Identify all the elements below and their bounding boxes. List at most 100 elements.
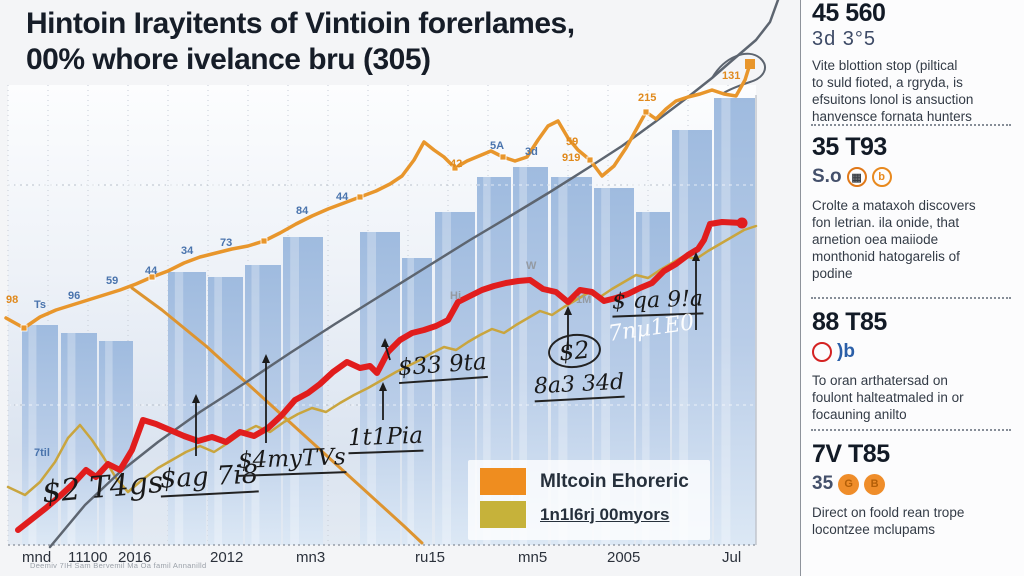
bar-highlight xyxy=(558,177,568,545)
stat-text-line: foulont halteatmaled in or xyxy=(812,390,964,405)
legend-item-link-label[interactable]: 1n1l6rj 00myors xyxy=(540,504,670,524)
stat-text-line: arnetion oea maiiode xyxy=(812,232,939,247)
stat-text-line: Vite blottion stop (piltical xyxy=(812,58,958,73)
stat-text-line: efsuitons lonol is ansuction xyxy=(812,92,974,107)
stat-glyph-icon: 35 xyxy=(812,473,834,494)
stat-text-line: To oran arthatersad on xyxy=(812,373,948,388)
point-label: 5A xyxy=(490,140,505,152)
x-axis-label: 2016 xyxy=(118,549,152,566)
stat-text-line: podine xyxy=(812,266,853,281)
stat-text-line: fon letrian. ila onide, that xyxy=(812,215,960,230)
series-marker xyxy=(356,193,364,201)
stat-glyph-icon: S.o xyxy=(812,166,842,187)
annotation-arrow-head xyxy=(692,252,700,261)
chart-canvas xyxy=(4,0,780,549)
stat-description: To oran arthatersad on foulont halteatmal… xyxy=(812,372,1016,423)
bar xyxy=(283,237,323,545)
dotted-divider xyxy=(811,297,1011,299)
point-label: 215 xyxy=(638,92,657,104)
stat-text-line: monthonid hatogarelis of xyxy=(812,249,960,264)
bar-highlight xyxy=(28,325,37,545)
series-marker xyxy=(586,156,594,164)
x-axis-label: 2005 xyxy=(607,549,641,566)
series-marker xyxy=(260,237,268,245)
bar xyxy=(714,98,755,545)
bar xyxy=(208,277,243,545)
stat-text-line: to suld fioted, a rgryda, is xyxy=(812,75,963,90)
stat-icon-row: )b xyxy=(812,338,1016,366)
stat-value: 45 560 xyxy=(812,0,886,27)
annotation: $33 9ta xyxy=(397,348,488,385)
annotation-arrow-head xyxy=(564,306,572,315)
stat-text-line: focauning anilto xyxy=(812,407,907,422)
dotted-divider xyxy=(811,429,1011,431)
footnote-source: Deemiv 7IH Sam Bervemil Ma Oa famil Anna… xyxy=(30,561,207,570)
stat-disc-icon: B xyxy=(864,473,886,495)
stat-text-line: locontzee mclupams xyxy=(812,522,936,537)
point-label: 84 xyxy=(296,205,309,217)
legend-item[interactable]: 1n1l6rj 00myors xyxy=(480,501,710,528)
stat-block: 45 560 3d 3°5 Vite blottion stop (piltical… xyxy=(812,0,1016,125)
bar xyxy=(99,341,133,545)
series-marker xyxy=(642,108,650,116)
point-label: 44 xyxy=(145,265,158,277)
legend: Mltcoin Ehoreric 1n1l6rj 00myors xyxy=(468,460,710,540)
stat-description: Direct on foold rean trope locontzee mclu… xyxy=(812,504,1016,538)
x-axis-label: mn3 xyxy=(296,549,326,566)
stat-ring-icon: b xyxy=(871,167,892,187)
x-axis-label: 2012 xyxy=(210,549,244,566)
stat-icon-row: 35 G B xyxy=(812,470,1016,498)
bar-highlight xyxy=(442,212,451,545)
bar-highlight xyxy=(483,177,491,545)
annotation-arrow-head xyxy=(192,394,200,403)
series-marker xyxy=(499,153,507,161)
stat-subvalue: 3d 3°5 xyxy=(812,28,877,50)
point-label: 1M xyxy=(576,294,592,306)
bar-highlight xyxy=(601,188,610,545)
x-axis-label: 11100 xyxy=(68,549,108,566)
legend-color-swatch-icon xyxy=(480,468,526,495)
stat-text-line: Direct on foold rean trope xyxy=(812,505,965,520)
series-marker xyxy=(451,164,459,172)
stat-value: 7V T85 xyxy=(812,440,890,468)
dotted-divider xyxy=(811,124,1011,126)
annotation: 8a3 34d xyxy=(533,369,625,403)
stat-text-line: hanvensce fornata hunters xyxy=(812,109,972,124)
x-axis-label: ru15 xyxy=(415,549,446,566)
point-label: W xyxy=(526,260,537,272)
bar-highlight xyxy=(519,167,527,545)
series-loop xyxy=(711,52,766,95)
series-marker xyxy=(148,273,156,281)
point-label: 44 xyxy=(336,191,349,203)
point-label: 131 xyxy=(722,70,741,82)
bar-highlight xyxy=(214,277,222,545)
point-label: 96 xyxy=(68,290,81,302)
point-label: 73 xyxy=(220,237,233,249)
point-label: 919 xyxy=(562,152,581,164)
series-end-dot xyxy=(736,217,748,229)
stat-description: Crolte a mataxoh discovers fon letrian. i… xyxy=(812,197,1016,282)
series-line-1n1l6rj-00myors xyxy=(6,224,758,497)
legend-color-swatch-icon xyxy=(480,501,526,528)
stats-sidebar: 45 560 3d 3°5 Vite blottion stop (piltical… xyxy=(800,0,1024,576)
x-axis-label: mn5 xyxy=(518,549,548,566)
stat-value: 88 T85 xyxy=(812,308,887,336)
series-line-Mltcoin-Ehoreric xyxy=(4,62,752,330)
bar-highlight xyxy=(367,232,376,545)
stat-block: 35 T93 S.o ▦ b Crolte a mataxoh discovers fon… xyxy=(812,134,1016,282)
stat-icon-row: S.o ▦ b xyxy=(812,163,1016,191)
annotation: 1t1Pia xyxy=(347,422,424,455)
page-title: Hintoin Irayitents of Vintioin forerlame… xyxy=(26,6,686,78)
page-title-line1: Hintoin Irayitents of Vintioin forerlame… xyxy=(26,7,575,40)
bar-highlight xyxy=(642,212,650,545)
point-label: Hi xyxy=(450,290,461,302)
bar-highlight xyxy=(679,130,688,545)
point-label: 34 xyxy=(181,245,194,257)
x-axis-label: mnd xyxy=(22,549,52,566)
stat-description: Vite blottion stop (piltical to suld fiot… xyxy=(812,57,1016,125)
stat-text-line: Crolte a mataxoh discovers xyxy=(812,198,976,213)
annotation-arrow-head xyxy=(379,382,387,391)
stat-value: 35 T93 xyxy=(812,133,887,161)
stat-block: 88 T85)b To oran arthatersad on foulont ha… xyxy=(812,309,1016,423)
annotation: $4myTVs xyxy=(237,444,347,477)
